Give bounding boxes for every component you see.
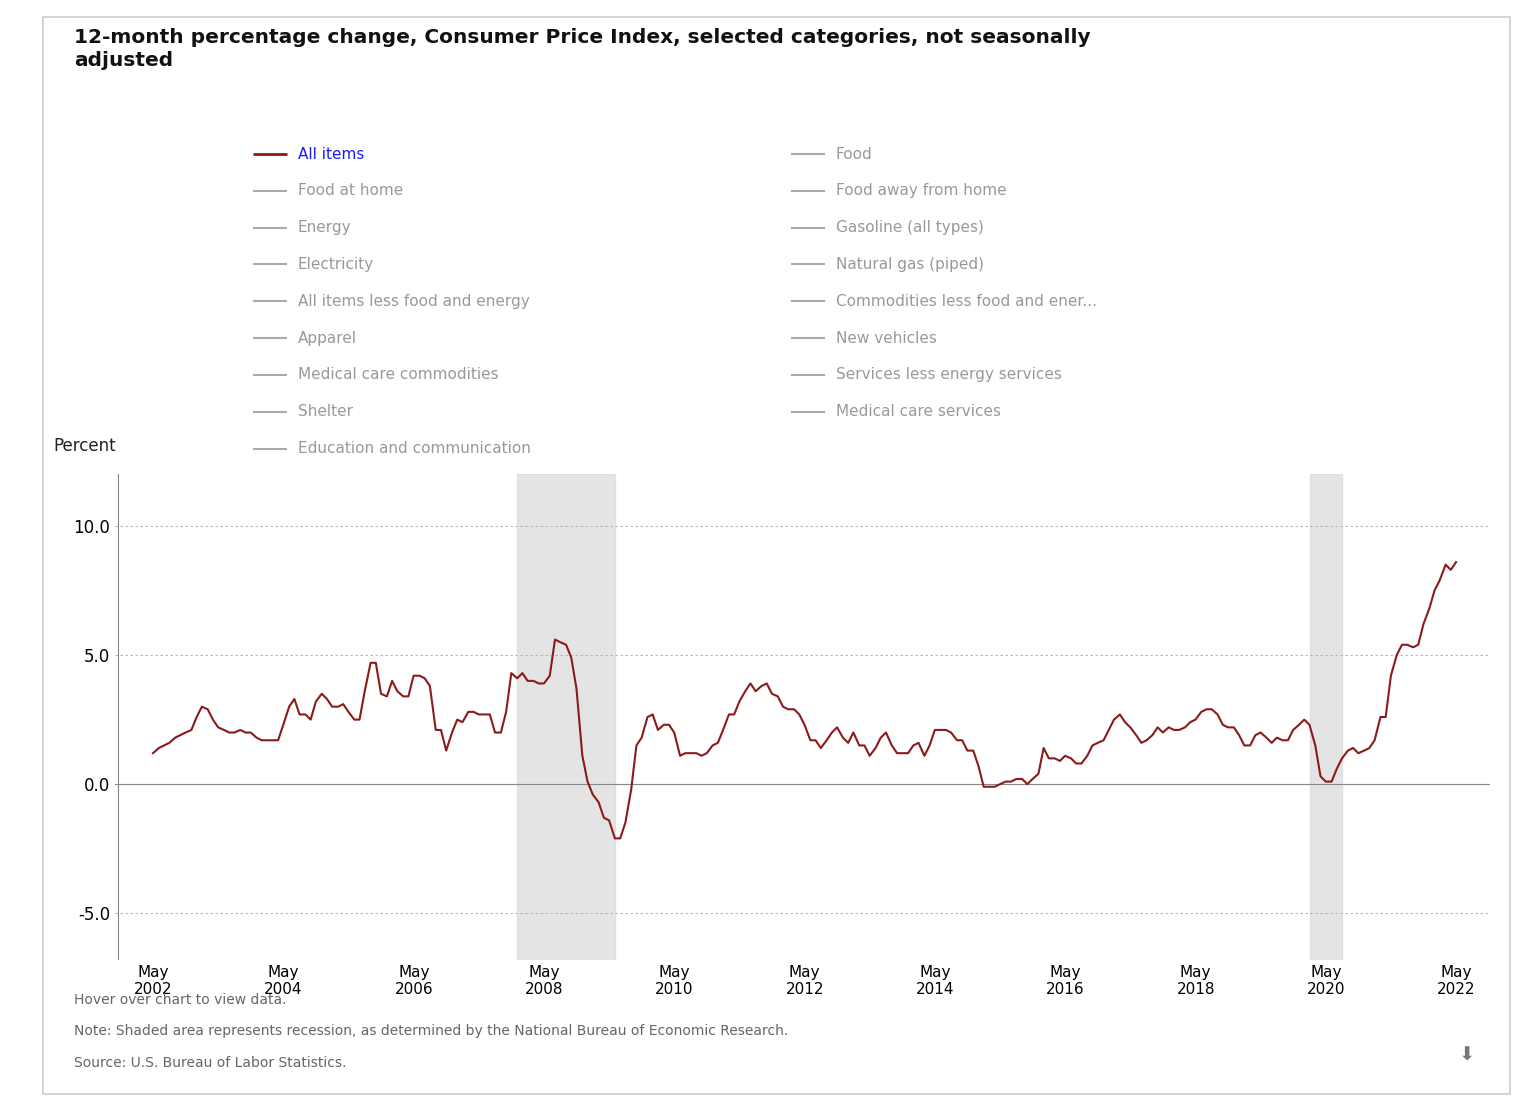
Text: Energy: Energy — [298, 220, 352, 235]
Bar — [518, 474, 614, 960]
Text: Medical care services: Medical care services — [836, 404, 1000, 420]
Text: Education and communication: Education and communication — [298, 441, 531, 456]
Text: Percent: Percent — [54, 436, 115, 455]
Text: New vehicles: New vehicles — [836, 330, 937, 346]
Text: Gasoline (all types): Gasoline (all types) — [836, 220, 983, 235]
Text: Shelter: Shelter — [298, 404, 353, 420]
Text: Electricity: Electricity — [298, 257, 375, 272]
Text: Services less energy services: Services less energy services — [836, 367, 1061, 383]
Text: Food at home: Food at home — [298, 183, 404, 199]
Text: Medical care commodities: Medical care commodities — [298, 367, 499, 383]
Text: All items less food and energy: All items less food and energy — [298, 294, 530, 309]
Text: Hover over chart to view data.: Hover over chart to view data. — [74, 993, 286, 1008]
Text: Food away from home: Food away from home — [836, 183, 1006, 199]
Text: 12-month percentage change, Consumer Price Index, selected categories, not seaso: 12-month percentage change, Consumer Pri… — [74, 28, 1091, 70]
Bar — [1310, 474, 1342, 960]
Text: Commodities less food and ener...: Commodities less food and ener... — [836, 294, 1097, 309]
Text: ⬇: ⬇ — [1459, 1045, 1475, 1065]
Text: Food: Food — [836, 146, 872, 162]
Text: All items: All items — [298, 146, 364, 162]
Text: Source: U.S. Bureau of Labor Statistics.: Source: U.S. Bureau of Labor Statistics. — [74, 1056, 346, 1070]
Text: Note: Shaded area represents recession, as determined by the National Bureau of : Note: Shaded area represents recession, … — [74, 1024, 788, 1039]
Text: Natural gas (piped): Natural gas (piped) — [836, 257, 983, 272]
Text: Apparel: Apparel — [298, 330, 356, 346]
